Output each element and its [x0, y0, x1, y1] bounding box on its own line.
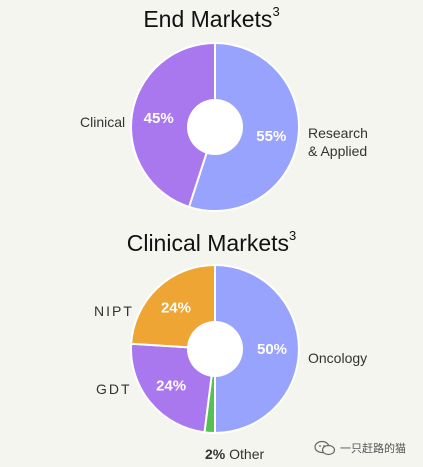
- label-research: Research: [308, 125, 368, 141]
- label-other: 2% Other: [205, 445, 264, 463]
- watermark: 一只赶路的猫: [314, 440, 406, 456]
- clinical-markets-pct-label: 24%: [161, 299, 191, 316]
- clinical-markets-footnote: 3: [289, 228, 297, 244]
- end-markets-title: End Markets3: [0, 4, 423, 33]
- clinical-markets-pct-label: 50%: [257, 341, 287, 358]
- label-applied: & Applied: [308, 143, 368, 159]
- end-markets-pct-label: 45%: [144, 110, 174, 127]
- clinical-markets-title-text: Clinical Markets: [126, 230, 290, 256]
- label-nipt: NIPT: [94, 303, 134, 319]
- clinical-markets-slice-nipt: [130, 263, 216, 351]
- label-other-name: Other: [229, 446, 265, 462]
- end-markets-title-text: End Markets: [143, 6, 273, 32]
- label-other-pct: 2%: [205, 446, 226, 462]
- clinical-markets-donut: 50% 24% 24%: [130, 263, 300, 435]
- end-markets-pct-label: 55%: [256, 128, 286, 145]
- clinical-markets-slice-oncology: [214, 263, 300, 435]
- end-markets-hole: [187, 99, 243, 155]
- end-markets-slice-research-applied: [187, 41, 300, 212]
- clinical-markets-pct-label: 24%: [156, 377, 186, 394]
- end-markets-slice-clinical: [130, 41, 216, 209]
- watermark-text: 一只赶路的猫: [340, 442, 406, 455]
- wechat-icon: [314, 440, 336, 456]
- label-oncology: Oncology: [308, 350, 368, 366]
- end-markets-footnote: 3: [272, 4, 280, 20]
- end-markets-donut: 55% 45%: [130, 41, 300, 212]
- clinical-markets-title: Clinical Markets3: [0, 228, 423, 257]
- label-gdt: GDT: [96, 381, 132, 397]
- clinical-markets-hole: [187, 321, 243, 377]
- label-clinical: Clinical: [80, 114, 126, 130]
